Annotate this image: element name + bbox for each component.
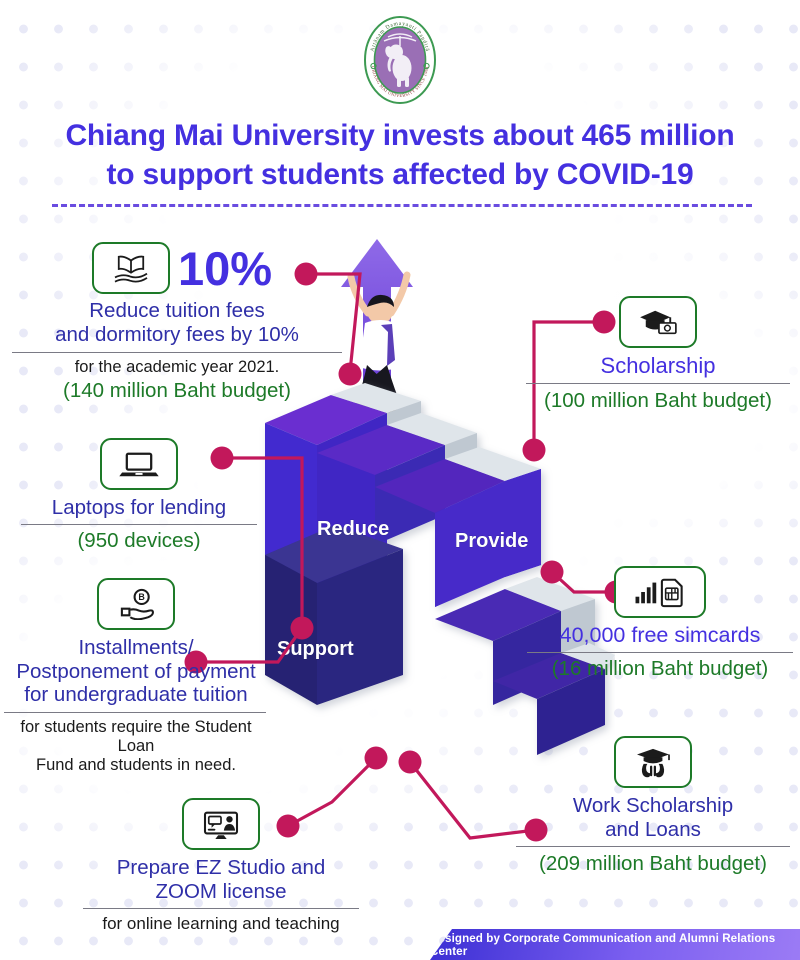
svg-text:B: B: [138, 592, 145, 602]
info-work-scholarship: Work Scholarship and Loans (209 million …: [510, 736, 796, 876]
item-title: Work Scholarship and Loans: [572, 794, 734, 841]
stat-percent: 10%: [178, 241, 273, 295]
item-budget: (140 million Baht budget): [63, 379, 291, 402]
item-budget: (950 devices): [77, 528, 201, 552]
info-scholarship: Scholarship (100 million Baht budget): [520, 296, 796, 413]
sim-card-signal-icon: [614, 566, 706, 618]
info-ez-studio-zoom: Prepare EZ Studio and ZOOM license for o…: [76, 798, 366, 933]
monitor-video-conference-icon: [182, 798, 260, 850]
info-reduce-tuition: 10% Reduce tuition fees and dormitory fe…: [12, 242, 342, 403]
connector-dot: [364, 746, 388, 770]
item-note: for students require the Student Loan Fu…: [20, 717, 252, 774]
footer-credit-bar: Designed by Corporate Communication and …: [430, 929, 800, 960]
item-note: for online learning and teaching: [102, 914, 340, 933]
info-installments: B Installments/ Postponement of payment …: [0, 578, 272, 775]
laptop-icon: [100, 438, 178, 490]
item-budget: (16 million Baht budget): [551, 656, 769, 680]
item-title: Scholarship: [600, 353, 716, 378]
item-title: Laptops for lending: [51, 496, 227, 519]
item-rule: [21, 523, 257, 525]
item-budget: (209 million Baht budget): [539, 852, 767, 875]
graduation-cap-over-hands-icon: [614, 736, 692, 788]
open-book-on-hand-icon: [92, 242, 170, 294]
item-rule: [12, 352, 342, 353]
item-title: Installments/ Postponement of payment fo…: [16, 636, 256, 706]
connector-dot: [398, 750, 422, 774]
item-rule: [83, 908, 359, 909]
item-title: 40,000 free simcards: [559, 623, 761, 647]
connector-dot: [290, 616, 314, 640]
item-rule: [527, 651, 793, 653]
item-budget: (100 million Baht budget): [544, 388, 772, 412]
hand-with-baht-coin-icon: B: [97, 578, 175, 630]
graduation-cap-with-money-icon: [619, 296, 697, 348]
item-note: for the academic year 2021.: [74, 358, 280, 376]
connector-dot: [522, 438, 546, 462]
info-laptops: Laptops for lending (950 devices): [14, 438, 264, 553]
item-title: Prepare EZ Studio and ZOOM license: [116, 856, 326, 903]
item-rule: [4, 711, 266, 713]
item-rule: [516, 846, 790, 847]
item-rule: [526, 382, 790, 384]
item-title: Reduce tuition fees and dormitory fees b…: [55, 299, 299, 346]
footer-credit-text: Designed by Corporate Communication and …: [430, 931, 776, 958]
info-simcards: 40,000 free simcards (16 million Baht bu…: [524, 566, 796, 681]
